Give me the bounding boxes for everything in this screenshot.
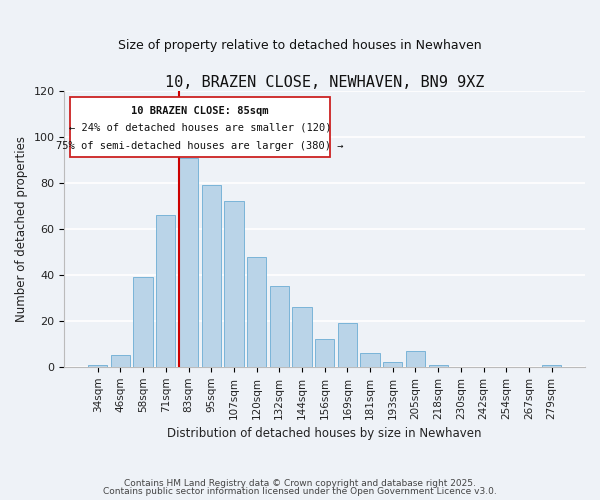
Text: Contains public sector information licensed under the Open Government Licence v3: Contains public sector information licen… (103, 488, 497, 496)
Bar (179, 158, 198, 367)
FancyBboxPatch shape (70, 96, 330, 158)
Bar (361, 353, 380, 367)
Y-axis label: Number of detached properties: Number of detached properties (15, 136, 28, 322)
Bar (428, 364, 448, 367)
Bar (111, 356, 130, 367)
Text: 10 BRAZEN CLOSE: 85sqm: 10 BRAZEN CLOSE: 85sqm (131, 106, 269, 117)
Bar (269, 286, 289, 367)
Bar (247, 256, 266, 367)
Text: 75% of semi-detached houses are larger (380) →: 75% of semi-detached houses are larger (… (56, 141, 344, 151)
Bar (88, 364, 107, 367)
Text: Contains HM Land Registry data © Crown copyright and database right 2025.: Contains HM Land Registry data © Crown c… (124, 478, 476, 488)
Bar (156, 215, 175, 367)
Bar (133, 277, 153, 367)
Bar (542, 364, 562, 367)
X-axis label: Distribution of detached houses by size in Newhaven: Distribution of detached houses by size … (167, 427, 482, 440)
Bar (292, 307, 311, 367)
Bar (383, 362, 403, 367)
Bar (338, 323, 357, 367)
Title: 10, BRAZEN CLOSE, NEWHAVEN, BN9 9XZ: 10, BRAZEN CLOSE, NEWHAVEN, BN9 9XZ (165, 75, 484, 90)
Bar (406, 350, 425, 367)
Text: ← 24% of detached houses are smaller (120): ← 24% of detached houses are smaller (12… (68, 123, 331, 133)
Bar (315, 340, 334, 367)
Bar (224, 202, 244, 367)
Bar (202, 186, 221, 367)
Text: Size of property relative to detached houses in Newhaven: Size of property relative to detached ho… (118, 40, 482, 52)
